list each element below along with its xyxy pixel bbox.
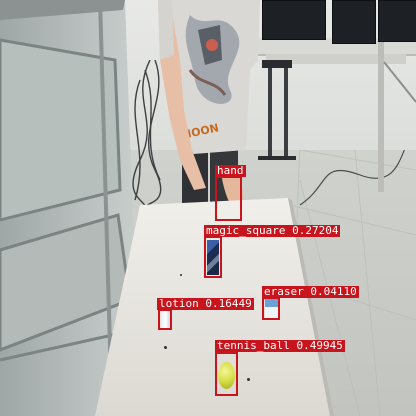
office-chair	[258, 60, 296, 160]
table-speck	[164, 346, 167, 349]
detection-box-hand	[215, 176, 242, 221]
table-speck	[180, 274, 182, 276]
desk-leg	[378, 42, 416, 192]
magic-square-object	[207, 240, 219, 275]
monitor	[262, 0, 326, 40]
table-speck	[247, 378, 250, 381]
detection-box-eraser	[262, 297, 280, 320]
detection-box-magic-square	[204, 236, 222, 278]
lotion-object	[161, 310, 170, 328]
detection-label-magic-square: magic_square 0.27204	[204, 224, 341, 237]
eraser-object	[265, 298, 278, 318]
person-standing: MOON	[158, 0, 260, 210]
monitor	[332, 0, 376, 44]
background-desk-shelf	[266, 54, 406, 64]
cable-bundle	[132, 60, 162, 210]
detection-label-lotion: lotion 0.16449	[157, 297, 254, 310]
detection-label-tennis-ball: tennis_ball 0.49945	[215, 339, 345, 352]
tennis-ball-object	[218, 362, 235, 389]
detection-box-tennis-ball	[215, 352, 238, 396]
detection-label-hand: hand	[215, 164, 246, 177]
detection-box-lotion	[158, 309, 172, 330]
detection-label-eraser: eraser 0.04110	[262, 285, 359, 298]
monitor	[378, 0, 416, 42]
